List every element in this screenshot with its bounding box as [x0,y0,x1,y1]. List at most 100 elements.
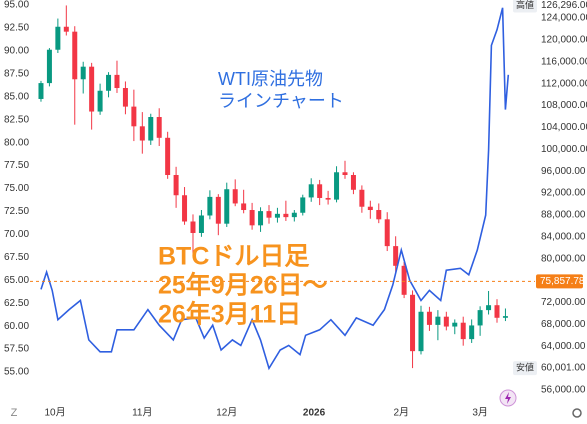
low-marker-tag-box [513,361,537,376]
candle-body [232,189,238,204]
candle-body [97,90,103,112]
candle-body [291,212,297,218]
candle-body [342,172,348,175]
candle-body [148,117,154,141]
candle-body [317,184,323,198]
x-tick-label: 2月 [394,407,410,419]
x-tick-label: 12月 [216,407,237,419]
lightning-icon[interactable] [499,389,517,407]
y2-tick-label: 116,000.00 [541,56,587,67]
high-marker-label: 126,296.00 [541,0,587,11]
candle-body [300,197,306,213]
candle-body [359,189,365,207]
btc-annotation: BTCドル日足 [158,243,309,271]
y-tick-label: 60.00 [4,321,29,332]
line-series [40,7,510,371]
y-tick-label: 90.00 [4,46,29,57]
candle-body [334,172,340,200]
candle-body [274,213,280,218]
candle-body [502,316,508,318]
x-tick-label: 3月 [472,407,488,419]
high-marker-tag: 高値 [516,0,534,10]
y-tick-label: 82.50 [4,114,29,125]
candle-body [393,246,399,266]
y-tick-label: 70.00 [4,229,29,240]
y-tick-label: 80.00 [4,137,29,148]
candle-body [207,196,213,216]
wti-annotation: WTI原油先物 [218,69,323,89]
candle-body [486,305,492,311]
y-tick-label: 95.00 [4,0,29,11]
candle-body [139,126,145,141]
y-tick-label: 57.50 [4,344,29,355]
candle-body [224,189,230,224]
y2-tick-label: 68,000.00 [541,319,586,330]
wti-annotation: ラインチャート [218,91,344,111]
y2-tick-label: 88,000.00 [541,210,586,221]
candle-body [131,106,137,127]
candle-body [156,117,162,138]
candle-body [114,74,120,89]
candle-body [198,215,204,233]
y2-tick-label: 100,000.00 [541,144,587,155]
watermark: Z [11,407,18,419]
low-marker-label: 60,001.00 [541,363,586,374]
y2-tick-label: 120,000.00 [541,35,587,46]
candle-body [266,211,272,218]
y2-tick-label: 64,000.00 [541,341,586,352]
candle-body [443,316,449,327]
y-tick-label: 85.00 [4,91,29,102]
candle-body [469,325,475,340]
y2-tick-label: 112,000.00 [541,78,587,89]
candle-body [494,305,500,318]
candle-body [460,322,466,340]
y2-tick-label: 96,000.00 [541,166,586,177]
candle-body [165,137,171,175]
candle-body [215,196,221,224]
candle-body [122,88,128,107]
candle-body [401,265,407,295]
y-tick-label: 87.50 [4,68,29,79]
y2-tick-label: 124,000.00 [541,13,587,24]
y-tick-label: 65.00 [4,275,29,286]
candle-body [46,49,52,84]
x-tick-label: 11月 [132,407,152,419]
y2-tick-label: 104,000.00 [541,122,587,133]
y2-tick-label: 80,000.00 [541,253,586,264]
candle-body [38,83,44,99]
btc-annotation: 26年3月11日 [158,300,301,329]
y-tick-label: 55.00 [4,367,29,378]
candle-body [283,213,289,218]
price-label: 75,857.78 [540,276,585,287]
price-label-box [536,274,583,289]
y-tick-label: 62.50 [4,298,29,309]
candle-body [182,195,188,222]
candle-body [190,221,196,233]
candle-body [63,26,69,32]
low-marker-tag: 安値 [516,361,534,372]
candle-body [106,74,112,91]
candle-body [410,294,416,352]
candle-body [435,316,441,325]
candle-body [376,210,382,220]
y-tick-label: 67.50 [4,252,29,263]
candle-body [241,203,247,211]
candle-body [367,206,373,211]
candle-body [72,31,78,80]
candle-body [477,310,483,326]
high-marker-tag-box [513,0,537,13]
candle-body [452,322,458,327]
y2-tick-label: 84,000.00 [541,231,586,242]
y-tick-label: 72.50 [4,206,29,217]
x-tick-label: 10月 [44,407,65,419]
candle-body [249,210,255,226]
y2-tick-label: 108,000.00 [541,100,587,111]
candle-body [80,66,86,80]
candle-body [308,184,314,198]
candle-body [350,175,356,190]
y-tick-label: 77.50 [4,160,29,171]
candle-body [55,26,61,50]
settings-icon[interactable] [572,408,582,418]
